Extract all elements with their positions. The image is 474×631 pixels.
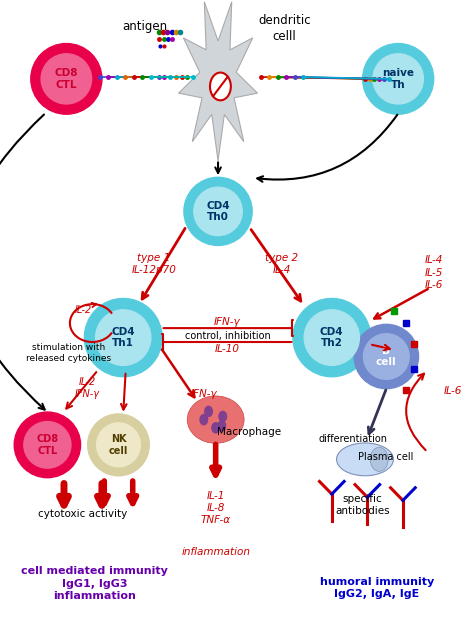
Circle shape <box>218 421 226 431</box>
Text: inflammation: inflammation <box>181 547 250 557</box>
Text: cytotoxic activity: cytotoxic activity <box>38 509 128 519</box>
Ellipse shape <box>373 54 423 104</box>
Ellipse shape <box>364 334 409 379</box>
Text: specific
antibodies: specific antibodies <box>335 493 390 516</box>
Text: stimulation with
released cytokines: stimulation with released cytokines <box>26 343 111 363</box>
Ellipse shape <box>41 54 91 104</box>
Text: IL-2
IFN-γ: IL-2 IFN-γ <box>75 377 100 399</box>
Circle shape <box>200 415 208 425</box>
Ellipse shape <box>96 310 151 365</box>
Ellipse shape <box>187 396 244 443</box>
Ellipse shape <box>370 447 388 471</box>
Text: IL-4
IL-5
IL-6: IL-4 IL-5 IL-6 <box>425 255 443 290</box>
Text: CD8
CTL: CD8 CTL <box>55 68 78 90</box>
Text: Macrophage: Macrophage <box>217 427 281 437</box>
Ellipse shape <box>337 443 393 476</box>
Ellipse shape <box>304 310 359 365</box>
Text: NK
cell: NK cell <box>109 434 128 456</box>
Ellipse shape <box>97 423 140 467</box>
Text: Plasma cell: Plasma cell <box>358 452 413 463</box>
Text: control, inhibition: control, inhibition <box>185 331 270 341</box>
Text: IFN-γ: IFN-γ <box>214 317 241 327</box>
Text: dendritic
celll: dendritic celll <box>258 14 311 43</box>
Text: CD4
Th1: CD4 Th1 <box>111 327 135 348</box>
Ellipse shape <box>293 298 371 377</box>
Text: B
cell: B cell <box>376 346 397 367</box>
Polygon shape <box>179 2 257 161</box>
Ellipse shape <box>88 414 149 476</box>
Text: CD4
Th2: CD4 Th2 <box>320 327 344 348</box>
Text: IFN-γ: IFN-γ <box>191 389 217 399</box>
Ellipse shape <box>194 187 242 235</box>
Circle shape <box>205 406 212 416</box>
Text: naive
Th: naive Th <box>382 68 414 90</box>
Ellipse shape <box>14 412 81 478</box>
Text: CD4
Th0: CD4 Th0 <box>206 201 230 222</box>
Text: IL-2: IL-2 <box>74 305 91 316</box>
Ellipse shape <box>363 44 434 114</box>
Text: type 1
IL-12p70: type 1 IL-12p70 <box>132 252 176 275</box>
Circle shape <box>219 411 227 422</box>
Circle shape <box>210 73 231 100</box>
Ellipse shape <box>31 44 102 114</box>
Text: IL-6: IL-6 <box>444 386 462 396</box>
Text: IL-1
IL-8
TNF-α: IL-1 IL-8 TNF-α <box>201 490 231 526</box>
Ellipse shape <box>84 298 162 377</box>
Text: CD8
CTL: CD8 CTL <box>36 434 58 456</box>
Text: cell mediated immunity
IgG1, IgG3
inflammation: cell mediated immunity IgG1, IgG3 inflam… <box>21 566 168 601</box>
Ellipse shape <box>354 324 419 389</box>
Circle shape <box>212 423 219 433</box>
Text: differentiation: differentiation <box>319 433 388 444</box>
Text: humoral immunity
IgG2, IgA, IgE: humoral immunity IgG2, IgA, IgE <box>319 577 434 599</box>
Text: IL-10: IL-10 <box>215 344 240 354</box>
Ellipse shape <box>24 422 71 468</box>
Text: antigen: antigen <box>122 20 167 33</box>
Text: type 2
IL-4: type 2 IL-4 <box>265 252 299 275</box>
Ellipse shape <box>184 177 252 245</box>
